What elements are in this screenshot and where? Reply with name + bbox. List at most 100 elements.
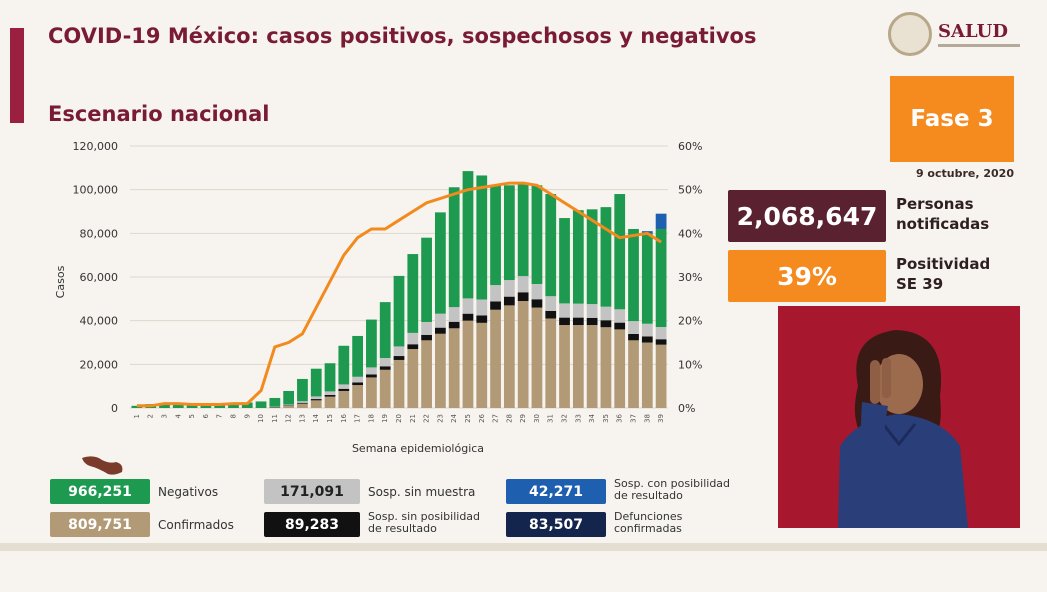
bar-confirmados [269,407,281,408]
bar-confirmados [559,325,570,408]
negativos-label: Negativos [158,485,219,499]
x-tick-label: 15 [326,414,334,423]
x-tick-label: 27 [492,414,500,423]
defunciones-line1: Defunciones [614,510,683,523]
bar-negativos [338,345,350,385]
bar-negativos [545,194,557,297]
bar-sosp-sin-muestra [559,303,570,318]
x-tick-label: 18 [367,414,375,423]
bottom-strip [0,543,1047,551]
bar-sosp-sin-posibilidad [310,399,322,401]
y-tick-label: 120,000 [73,140,119,153]
x-tick-label: 26 [478,413,486,422]
bar-sosp-sin-posibilidad [407,344,419,350]
bar-sosp-sin-muestra [448,307,460,322]
bar-negativos [559,218,570,304]
x-tick-label: 28 [505,414,513,423]
bar-negativos [269,397,281,407]
x-tick-label: 23 [436,414,444,423]
x-tick-label: 13 [298,414,306,423]
bar-negativos [310,368,322,397]
bar-confirmados [628,340,639,408]
bar-sosp-sin-posibilidad [352,382,363,386]
bar-confirmados [310,400,322,408]
bar-sosp-sin-muestra [476,299,488,316]
sosp-sin-posibilidad-value: 89,283 [264,512,360,537]
sign-language-interpreter-video [778,306,1020,528]
bar-sosp-sin-muestra [379,358,391,367]
bar-confirmados [517,301,529,408]
x-tick-label: 2 [147,414,155,418]
bar-confirmados [503,305,515,408]
y-tick-label: 0 [111,402,118,415]
x-tick-label: 22 [423,414,431,423]
y2-tick-label: 0% [678,402,695,415]
bar-sosp-sin-muestra [269,406,281,408]
bar-confirmados [379,369,391,408]
bar-negativos [297,378,308,402]
bar-negativos [324,363,336,392]
y-tick-label: 80,000 [80,227,119,240]
x-tick-label: 4 [174,413,182,418]
x-tick-label: 5 [188,414,196,418]
x-tick-label: 6 [202,413,210,418]
bar-negativos [241,402,253,408]
personas-label-line2: notificadas [896,215,990,233]
bar-confirmados [586,325,598,408]
bar-sosp-sin-posibilidad [614,322,626,330]
bar-negativos [421,237,432,322]
bar-confirmados [338,390,350,408]
bar-negativos [159,403,170,408]
sosp-sin-muestra-value: 171,091 [264,479,360,504]
bar-confirmados [297,403,308,408]
sosp-sin-posibilidad-label: Sosp. sin posibilidad de resultado [368,511,480,535]
bar-sosp-sin-muestra [310,396,322,400]
bar-sosp-sin-posibilidad [366,374,377,378]
x-tick-label: 36 [616,413,624,422]
sosp-con-posibilidad-value: 42,271 [506,479,606,504]
bar-sosp-sin-muestra [407,332,419,345]
bar-sosp-sin-muestra [324,391,336,395]
logo-text: SALUD [938,21,1008,42]
x-tick-label: 3 [160,414,168,418]
bar-negativos [172,403,184,408]
x-tick-label: 17 [354,414,362,423]
bar-sosp-sin-posibilidad [297,402,308,404]
bar-sosp-sin-posibilidad [531,299,543,308]
accent-bar [10,28,24,123]
bar-sosp-sin-muestra [614,309,626,323]
y-axis-label: Casos [54,265,67,298]
bar-sosp-sin-muestra [421,321,432,335]
bar-confirmados [407,349,419,408]
bar-negativos [517,183,529,277]
positividad-label-line2: SE 39 [896,275,944,293]
sosp-sin-pos-line2: de resultado [368,522,437,535]
bar-confirmados [545,318,557,408]
bar-sosp-sin-muestra [490,285,501,302]
bar-sosp-sin-posibilidad [462,313,474,321]
x-tick-label: 30 [533,414,541,423]
bar-confirmados [448,328,460,408]
bar-sosp-sin-posibilidad [421,334,432,341]
x-tick-label: 24 [450,413,458,422]
personas-notificadas-value: 2,068,647 [728,190,886,242]
x-tick-label: 31 [547,414,555,423]
x-tick-label: 37 [630,414,638,423]
y-tick-label: 40,000 [80,315,119,328]
bar-negativos [462,171,474,299]
bar-sosp-sin-muestra [503,280,515,297]
report-date: 9 octubre, 2020 [915,167,1014,180]
bar-sosp-sin-muestra [393,346,405,357]
y2-tick-label: 40% [678,227,702,240]
bar-sosp-sin-muestra [572,303,584,318]
mexico-map-icon [80,452,126,478]
x-axis-label: Semana epidemiológica [352,442,484,455]
bar-sosp-sin-posibilidad [655,339,667,345]
bar-confirmados [476,322,488,408]
bar-sosp-sin-posibilidad [379,366,391,370]
bar-confirmados [614,329,626,408]
bar-sosp-sin-posibilidad [324,394,336,397]
bar-confirmados [462,320,474,408]
x-tick-label: 1 [133,414,141,418]
x-tick-label: 20 [395,414,403,423]
